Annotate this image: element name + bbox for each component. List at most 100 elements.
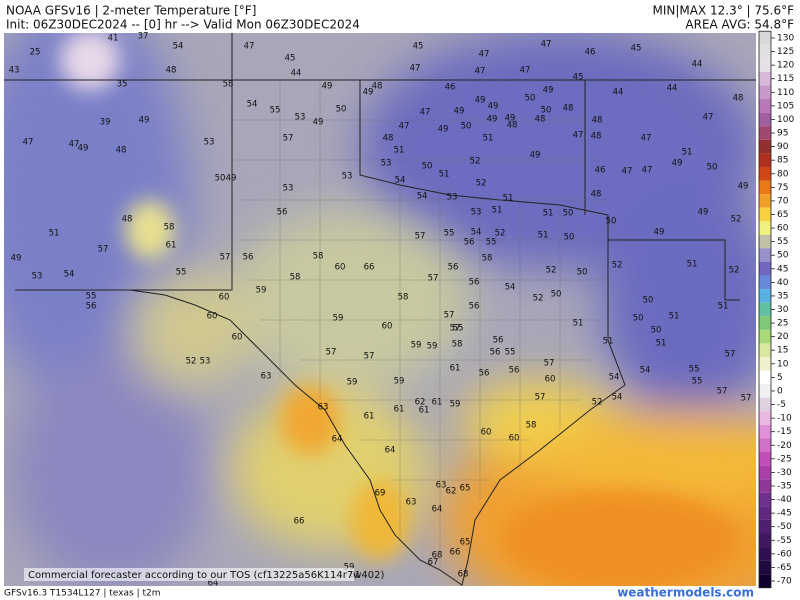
station-temp: 49	[11, 254, 22, 264]
colorbar-label: -70	[777, 577, 792, 587]
station-temp: 25	[30, 48, 41, 58]
station-temp: 56	[469, 278, 480, 288]
brand[interactable]: weathermodels.com	[617, 586, 754, 600]
colorbar-label: 130	[777, 34, 794, 44]
colorbar-swatch	[759, 221, 771, 235]
station-temp: 48	[507, 121, 518, 131]
station-temp: 43	[9, 66, 20, 76]
station-temp: 49	[475, 96, 486, 106]
station-temp: 50	[606, 217, 617, 227]
station-labels: 25 41 37 54 47 45 45 47 47 46 45 44 43 35 48 58 44 47 47 47…	[9, 32, 752, 589]
station-temp: 54	[612, 393, 623, 403]
station-temp: 47	[642, 166, 653, 176]
station-temp: 54	[640, 366, 651, 376]
station-temp: 59	[450, 400, 461, 410]
station-temp: 57	[220, 253, 231, 263]
station-temp: 47	[399, 122, 410, 132]
station-temp: 62	[446, 487, 457, 497]
station-temp: 50	[525, 94, 536, 104]
station-temp: 53	[381, 159, 392, 169]
colorbar-swatch	[759, 302, 771, 317]
station-temp: 51	[718, 302, 729, 312]
station-temp: 53	[32, 272, 43, 282]
station-temp: 55	[486, 238, 497, 248]
colorbar-swatch	[759, 465, 771, 480]
colorbar-label: 25	[777, 319, 788, 329]
colorbar-swatch	[759, 261, 771, 276]
colorbar-swatch	[759, 343, 771, 358]
station-temp: 56	[479, 369, 490, 379]
station-temp: 52	[729, 266, 740, 276]
station-temp: 56	[493, 336, 504, 346]
station-temp: 56	[448, 263, 459, 273]
station-temp: 51	[687, 260, 698, 270]
colorbar-label: 85	[777, 156, 788, 166]
colorbar-label: -30	[777, 468, 792, 478]
station-temp: 49	[505, 114, 516, 124]
station-temp: 59	[411, 341, 422, 351]
station-temp: 59	[427, 342, 438, 352]
colorbar-label: 10	[777, 359, 789, 369]
colorbar-label: 70	[777, 196, 789, 206]
colorbar-label: 50	[777, 251, 789, 261]
station-temp: 68	[432, 551, 443, 561]
station-temp: 60	[509, 434, 520, 444]
station-temp: 53	[342, 172, 353, 182]
tos-box	[24, 568, 354, 581]
station-temp: 51	[543, 209, 554, 219]
station-temp: 59	[394, 377, 405, 387]
station-temp: 50	[707, 163, 718, 173]
station-temp: 51	[492, 206, 503, 216]
station-temp: 48	[535, 115, 546, 125]
colorbar-swatch	[759, 519, 771, 534]
station-temp: 48	[383, 134, 394, 144]
station-temp: 49	[654, 228, 665, 238]
colorbar-swatch	[759, 44, 771, 59]
station-temp: 57	[725, 350, 736, 360]
colorbar-label: 0	[777, 386, 783, 396]
station-temp: 62	[415, 398, 426, 408]
station-temp: 47	[703, 113, 714, 123]
colorbar-swatch	[759, 424, 771, 439]
colorbar-label: -10	[777, 414, 792, 424]
station-temp: 67	[428, 558, 439, 568]
colorbar-label: -55	[777, 536, 792, 546]
init-line: Init: 06Z30DEC2024 -- [0] hr --> Valid M…	[6, 18, 360, 32]
station-temp: 49	[738, 182, 749, 192]
colorbar-label: 30	[777, 305, 789, 315]
station-temp: 41	[108, 34, 119, 44]
station-temp: 61	[394, 405, 405, 415]
station-temp: 49	[530, 151, 541, 161]
station-temp: 48	[122, 215, 133, 225]
station-temp: 63	[406, 498, 417, 508]
station-temp: 49	[139, 116, 150, 126]
station-temp: 64	[332, 435, 343, 445]
county-lines	[232, 80, 608, 570]
station-temp: 47	[573, 131, 584, 141]
colorbar-swatch	[759, 99, 771, 113]
station-temp: 52	[470, 157, 481, 167]
station-temp: 56	[86, 302, 97, 312]
station-temp: 49	[672, 159, 683, 169]
colorbar-label: 45	[777, 264, 788, 274]
station-temp: 49	[487, 115, 498, 125]
colorbar-swatch	[759, 533, 771, 548]
station-temp: 51	[439, 170, 450, 180]
station-temp: 54	[173, 42, 184, 52]
station-temp: 52	[533, 294, 544, 304]
station-temp: 52	[495, 229, 506, 239]
colorbar-label: 95	[777, 129, 788, 139]
colorbar-swatch	[759, 58, 771, 72]
station-temp: 56	[464, 238, 475, 248]
station-temp: 49	[543, 86, 554, 96]
station-temp: 55	[176, 268, 187, 278]
station-temp: 50	[563, 209, 574, 219]
station-temp: 58	[526, 421, 537, 431]
station-temp: 55	[444, 229, 455, 239]
station-temp: 46	[585, 48, 596, 58]
station-temp: 54	[64, 270, 75, 280]
station-temp: 60	[481, 428, 492, 438]
station-temp: 48	[116, 146, 127, 156]
colorbar-swatch	[759, 357, 771, 371]
